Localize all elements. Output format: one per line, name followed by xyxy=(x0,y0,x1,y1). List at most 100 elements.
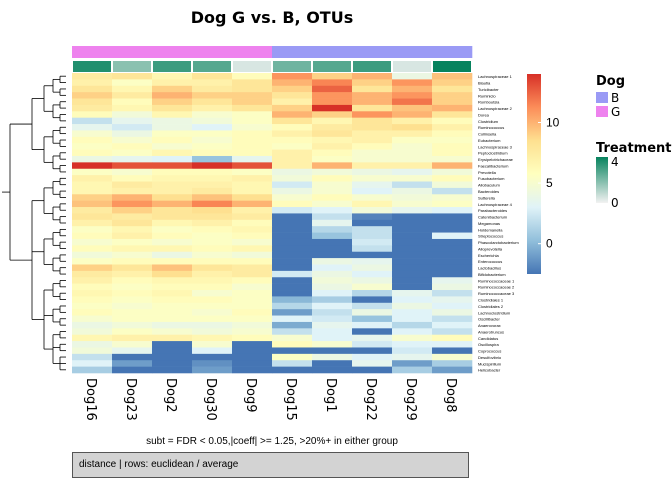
annotation-treatment-cell xyxy=(273,61,311,72)
heatmap-cell xyxy=(152,155,193,163)
heatmap-cell xyxy=(432,85,473,93)
heatmap-cell xyxy=(432,104,473,112)
row-dendrogram xyxy=(2,75,66,371)
heatmap-cell xyxy=(392,124,433,131)
treatment-tick-label: 4 xyxy=(611,155,619,169)
heatmap-cell xyxy=(152,309,193,316)
heatmap-cell xyxy=(352,136,393,144)
heatmap-cell xyxy=(72,283,113,291)
row-label: Ruminococcaceae 3 xyxy=(478,291,515,296)
heatmap-cell xyxy=(392,213,433,221)
row-label: Candidatus xyxy=(478,336,498,341)
heatmap-cell xyxy=(232,309,273,316)
colorbar-tick-label: 5 xyxy=(546,176,553,190)
row-label: Clostridium xyxy=(478,119,499,124)
heatmap-cell xyxy=(272,238,313,246)
heatmap-cell xyxy=(392,353,433,361)
heatmap-cell xyxy=(272,98,313,106)
annotation-dog-cell xyxy=(72,46,113,58)
heatmap-cell xyxy=(312,264,353,272)
heatmap-cell xyxy=(192,200,233,208)
heatmap-cell xyxy=(432,98,473,106)
heatmap-cell xyxy=(272,251,313,259)
heatmap-cell xyxy=(432,321,473,329)
heatmap-cell xyxy=(352,207,393,214)
annotation-treatment-cell xyxy=(353,61,391,72)
row-labels: Lachnospiraceae 1BlautiaTuricibacterRumi… xyxy=(478,74,519,373)
heatmap-cell xyxy=(192,283,233,291)
heatmap-cell xyxy=(272,277,313,284)
heatmap-cell xyxy=(72,296,113,304)
heatmap-cell xyxy=(232,92,273,99)
heatmap-cell xyxy=(152,270,193,278)
colorbar-gradient xyxy=(527,74,541,274)
heatmap-cell xyxy=(272,264,313,272)
heatmap-cell xyxy=(352,264,393,272)
heatmap-cell xyxy=(312,270,353,278)
heatmap-cell xyxy=(72,366,113,374)
heatmap-cell xyxy=(392,328,433,336)
heatmap-cell xyxy=(352,187,393,195)
row-label: Bacteroides xyxy=(478,189,499,194)
heatmap-cell xyxy=(392,283,433,291)
row-label: Escherichia xyxy=(478,253,499,258)
heatmap-cell xyxy=(432,213,473,221)
heatmap-cell xyxy=(232,73,273,80)
heatmap-cell xyxy=(432,328,473,336)
row-label: Coprococcus xyxy=(478,349,501,354)
row-label: Ruminococcus xyxy=(478,125,504,130)
heatmap-cell xyxy=(392,111,433,118)
heatmap-cell xyxy=(352,270,393,278)
heatmap-cell xyxy=(72,168,113,176)
heatmap-cell xyxy=(192,328,233,336)
heatmap-cell xyxy=(352,245,393,253)
heatmap-cell xyxy=(72,290,113,297)
heatmap-cell xyxy=(392,258,433,265)
row-label: Clostridiales 2 xyxy=(478,304,504,309)
heatmap-chart: Lachnospiraceae 1BlautiaTuricibacterRumi… xyxy=(2,46,672,421)
row-label: Parabacteroides xyxy=(478,208,507,213)
heatmap-cell xyxy=(432,207,473,214)
heatmap-cell xyxy=(232,194,273,201)
row-label: Romboutsia xyxy=(478,100,500,105)
heatmap-cell xyxy=(192,92,233,99)
heatmap-cell xyxy=(192,245,233,253)
heatmap-cell xyxy=(312,213,353,221)
heatmap-cell xyxy=(432,341,473,348)
heatmap-cell xyxy=(392,315,433,323)
heatmap-cell xyxy=(232,347,273,355)
heatmap-cell xyxy=(272,85,313,93)
heatmap-cell xyxy=(392,162,433,170)
heatmap-cell xyxy=(72,117,113,125)
heatmap-cell xyxy=(152,238,193,246)
heatmap-cell xyxy=(392,309,433,316)
heatmap-cell xyxy=(112,353,153,361)
heatmap-cell xyxy=(192,296,233,304)
heatmap-cell xyxy=(192,347,233,355)
heatmap-cell xyxy=(312,130,353,138)
heatmap-cell xyxy=(112,219,153,227)
heatmap-cell xyxy=(72,360,113,367)
heatmap-cell xyxy=(112,136,153,144)
heatmap-cell xyxy=(352,111,393,118)
heatmap-cell xyxy=(432,296,473,304)
heatmap-cell xyxy=(392,85,433,93)
column-label: Dog1 xyxy=(323,378,338,413)
heatmap-cell xyxy=(192,155,233,163)
heatmap-cell xyxy=(232,168,273,176)
heatmap-cell xyxy=(272,73,313,80)
heatmap-cell xyxy=(232,130,273,138)
heatmap-cell xyxy=(312,251,353,259)
heatmap-cell xyxy=(312,117,353,125)
heatmap-cell xyxy=(312,277,353,284)
heatmap-cell xyxy=(192,175,233,182)
heatmap-cell xyxy=(352,315,393,323)
annotation-dog-cell xyxy=(112,46,153,58)
annotation-treatment-cell xyxy=(313,61,351,72)
heatmap-cell xyxy=(192,341,233,348)
heatmap-cell xyxy=(272,124,313,131)
heatmap-cell xyxy=(432,219,473,227)
heatmap-cell xyxy=(112,309,153,316)
heatmap-cell xyxy=(432,136,473,144)
heatmap-cell xyxy=(272,232,313,240)
